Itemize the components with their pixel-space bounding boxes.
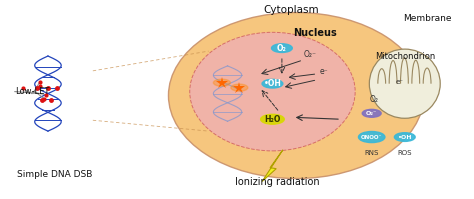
Polygon shape	[262, 150, 283, 181]
Text: Ionizing radiation: Ionizing radiation	[235, 178, 319, 187]
Text: O₂: O₂	[370, 95, 379, 104]
Text: Cytoplasm: Cytoplasm	[264, 5, 319, 15]
Text: •OH: •OH	[398, 135, 412, 139]
Ellipse shape	[369, 49, 440, 118]
Circle shape	[362, 109, 381, 117]
Circle shape	[231, 84, 248, 91]
Text: ONOO⁻: ONOO⁻	[361, 135, 383, 139]
Circle shape	[394, 133, 415, 141]
Text: Nucleus: Nucleus	[293, 28, 337, 38]
Text: Mitochondrion: Mitochondrion	[374, 52, 435, 60]
Text: •OH: •OH	[264, 79, 282, 88]
Text: ROS: ROS	[398, 150, 412, 156]
Text: O₂: O₂	[277, 44, 287, 53]
Circle shape	[213, 79, 230, 86]
Text: RNS: RNS	[365, 150, 379, 156]
Circle shape	[262, 79, 283, 88]
Text: Membrane: Membrane	[403, 14, 452, 23]
Text: O₂⁻: O₂⁻	[304, 50, 317, 59]
Ellipse shape	[168, 13, 424, 179]
Ellipse shape	[190, 32, 355, 151]
Text: e⁻: e⁻	[396, 79, 404, 85]
Circle shape	[272, 44, 292, 53]
Circle shape	[261, 114, 284, 124]
Text: H₂O: H₂O	[264, 115, 281, 124]
Text: Simple DNA DSB: Simple DNA DSB	[18, 170, 93, 179]
Text: e⁻: e⁻	[320, 67, 329, 76]
Text: O₂⁻: O₂⁻	[366, 111, 377, 116]
Circle shape	[358, 132, 385, 142]
Text: Low-LET: Low-LET	[15, 87, 49, 96]
